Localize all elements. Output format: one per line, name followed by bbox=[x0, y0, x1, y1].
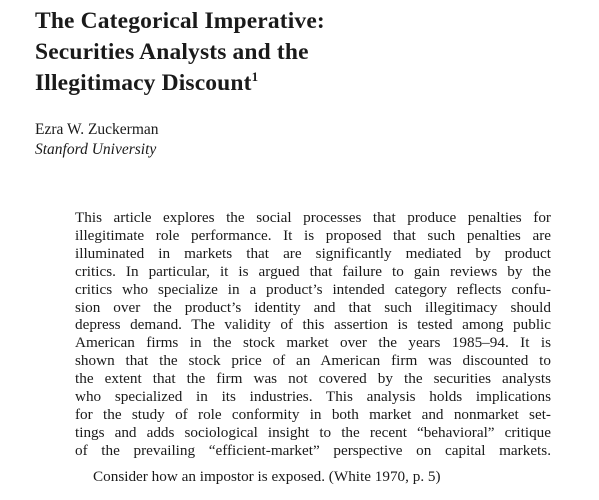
abstract-line: tings and adds sociological insight to t… bbox=[75, 423, 551, 441]
abstract-line: shown that the stock price of an America… bbox=[75, 352, 551, 370]
title-line-1: The Categorical Imperative: bbox=[35, 8, 325, 34]
abstract-line: critics who specialize in a product’s in… bbox=[75, 280, 551, 298]
abstract-line: sion over the product’s identity and tha… bbox=[75, 298, 551, 316]
abstract-line: American firms in the stock market over … bbox=[75, 334, 551, 352]
epigraph: Consider how an impostor is exposed. (Wh… bbox=[93, 468, 441, 485]
abstract-line: the extent that the firm was not covered… bbox=[75, 370, 551, 388]
abstract-line: illuminated in markets that are signific… bbox=[75, 244, 551, 262]
abstract: This article explores the social process… bbox=[75, 209, 551, 460]
abstract-line: illegitimate role performance. It is pro… bbox=[75, 226, 551, 244]
author-affiliation: Stanford University bbox=[35, 141, 157, 158]
abstract-line: depress demand. The validity of this ass… bbox=[75, 316, 551, 334]
abstract-line: critics. In particular, it is argued tha… bbox=[75, 262, 551, 280]
abstract-line: This article explores the social process… bbox=[75, 209, 551, 226]
title-line-3-text: Illegitimacy Discount bbox=[35, 70, 252, 96]
abstract-line: who specialized in its industries. This … bbox=[75, 388, 551, 406]
abstract-line: for the study of role conformity in both… bbox=[75, 405, 551, 423]
title-line-2: Securities Analysts and the bbox=[35, 39, 309, 65]
article-title: The Categorical Imperative: Securities A… bbox=[35, 6, 555, 99]
abstract-line: of the prevailing “efficient-market” per… bbox=[75, 441, 551, 459]
title-line-3: Illegitimacy Discount1 bbox=[35, 68, 555, 99]
author-name: Ezra W. Zuckerman bbox=[35, 121, 159, 138]
title-footnote-marker[interactable]: 1 bbox=[251, 69, 259, 84]
